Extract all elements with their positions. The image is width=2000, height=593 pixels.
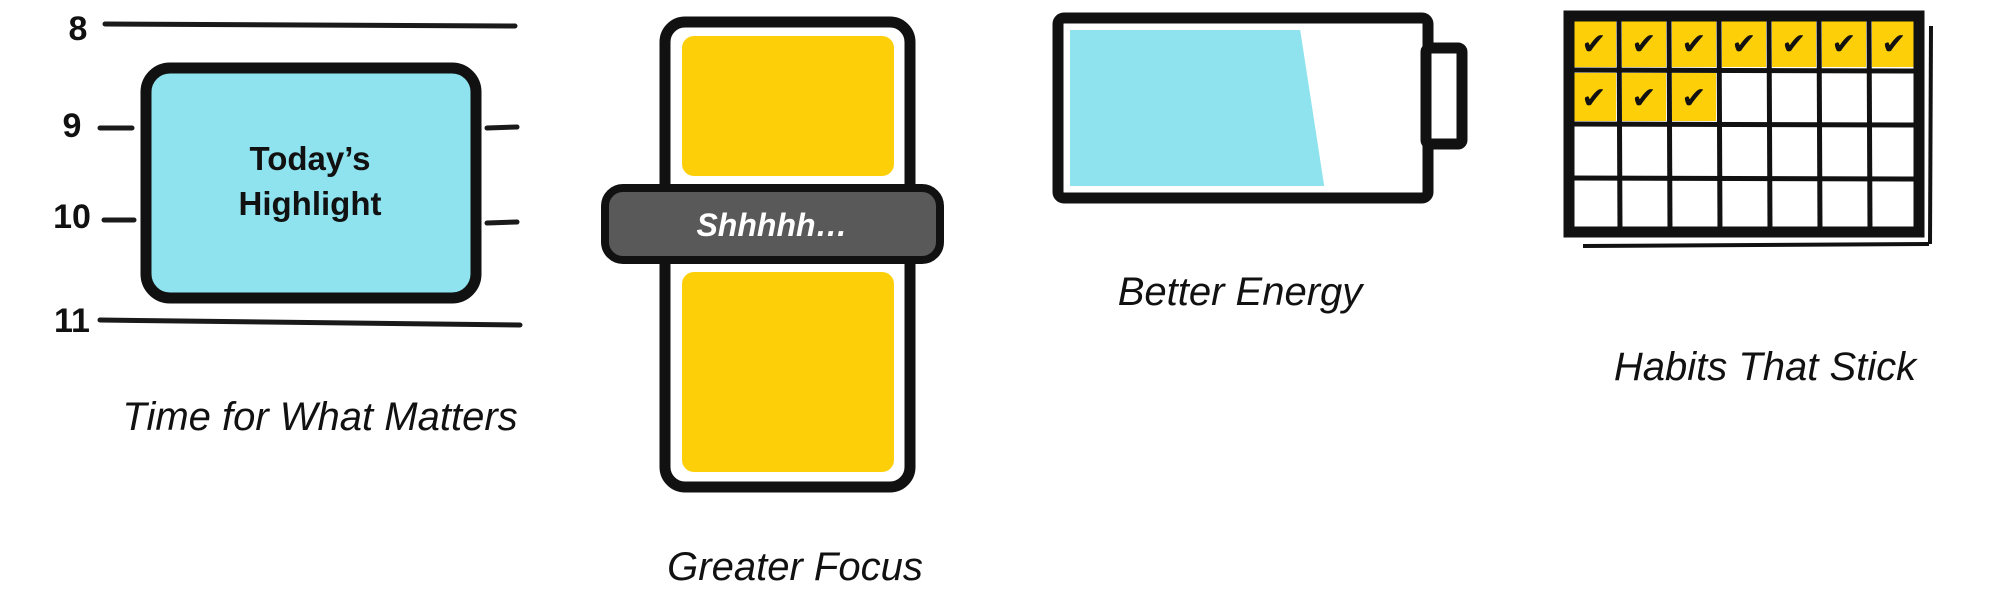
habit-grid-shadow bbox=[1582, 242, 1930, 248]
habit-cell-checked bbox=[1622, 73, 1666, 121]
check-icon: ✔ bbox=[1631, 82, 1656, 115]
phone-screen-bottom bbox=[682, 272, 894, 472]
highlight-title-line2: Highlight bbox=[239, 185, 382, 222]
highlight-block bbox=[140, 62, 482, 304]
battery-illustration bbox=[1052, 12, 1468, 204]
hour-label-8: 8 bbox=[69, 10, 88, 48]
silence-band bbox=[601, 184, 944, 264]
habit-cell-checked bbox=[1622, 19, 1666, 67]
focus-illustration: Shhhhh… bbox=[601, 16, 944, 493]
check-icon: ✔ bbox=[1581, 82, 1606, 115]
habit-cell-checked bbox=[1572, 73, 1616, 121]
silence-text: Shhhhh… bbox=[696, 207, 847, 243]
battery-terminal bbox=[1420, 42, 1468, 150]
habit-grid-shadow bbox=[1928, 25, 1933, 245]
phone-screen-top bbox=[682, 36, 894, 176]
check-icon: ✔ bbox=[1631, 28, 1656, 61]
hour-label-11: 11 bbox=[54, 302, 90, 340]
habit-cell-checked bbox=[1572, 19, 1616, 67]
habits-caption: Habits That Stick bbox=[1613, 345, 1917, 389]
check-icon: ✔ bbox=[1681, 28, 1706, 61]
habit-cell-checked bbox=[1822, 19, 1866, 67]
calendar-caption: Time for What Matters bbox=[122, 395, 518, 439]
check-icon: ✔ bbox=[1831, 28, 1856, 61]
habit-grid-row-line bbox=[1568, 121, 1920, 128]
check-icon: ✔ bbox=[1781, 28, 1806, 61]
habit-cell-checked bbox=[1872, 19, 1916, 67]
check-icon: ✔ bbox=[1681, 82, 1706, 115]
battery-charge bbox=[1070, 30, 1325, 186]
habit-cell-checked bbox=[1672, 19, 1716, 67]
habit-grid-row-line bbox=[1568, 67, 1920, 74]
hour-label-10: 10 bbox=[53, 198, 91, 236]
habit-cell-checked bbox=[1772, 19, 1816, 67]
check-icon: ✔ bbox=[1581, 28, 1606, 61]
hour-label-9: 9 bbox=[63, 107, 82, 145]
habit-cell-checked bbox=[1672, 73, 1716, 121]
focus-caption: Greater Focus bbox=[667, 545, 923, 589]
calendar-illustration: 8 9 10 11 Today’s Highlight bbox=[53, 10, 523, 340]
check-icon: ✔ bbox=[1881, 28, 1906, 61]
check-icon: ✔ bbox=[1731, 28, 1756, 61]
highlight-title-line1: Today’s bbox=[249, 140, 370, 177]
energy-caption: Better Energy bbox=[1117, 270, 1363, 314]
habit-grid-row-line bbox=[1568, 175, 1920, 182]
habit-tracker-illustration: ✔ ✔ ✔ ✔ ✔ ✔ ✔ ✔ ✔ ✔ bbox=[1563, 10, 1933, 248]
habit-cell-checked bbox=[1722, 19, 1766, 67]
